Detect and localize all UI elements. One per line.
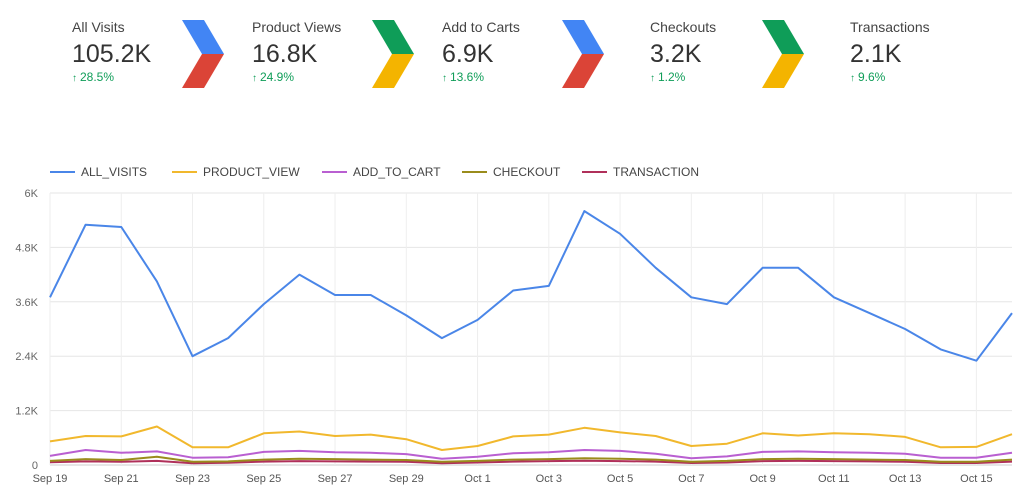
chevron-top (372, 20, 414, 54)
scorecard-delta: ↑ 24.9% (252, 70, 341, 86)
chevron-bottom (562, 54, 604, 88)
x-tick-label: Oct 5 (607, 473, 633, 485)
x-tick-label: Oct 11 (818, 473, 850, 485)
scorecard-delta: ↑ 13.6% (442, 70, 520, 86)
legend-item-product-view[interactable]: PRODUCT_VIEW (172, 165, 300, 179)
scorecard-delta: ↑ 9.6% (850, 70, 930, 86)
scorecard-delta-value: 28.5% (80, 70, 115, 84)
y-tick-label: 2.4K (15, 351, 38, 363)
scorecard-all-visits[interactable]: All Visits 105.2K ↑ 28.5% (72, 18, 151, 86)
scorecard-value: 16.8K (252, 40, 318, 68)
scorecard-checkouts[interactable]: Checkouts 3.2K ↑ 1.2% (650, 18, 716, 86)
scorecard-label: Checkouts (650, 19, 717, 35)
x-tick-label: Oct 9 (749, 473, 775, 485)
scorecard-add-to-carts[interactable]: Add to Carts 6.9K ↑ 13.6% (442, 18, 520, 86)
y-tick-label: 4.8K (15, 242, 38, 254)
y-tick-label: 3.6K (15, 297, 38, 309)
legend-item-checkout[interactable]: CHECKOUT (462, 165, 561, 179)
y-tick-label: 6K (25, 188, 39, 200)
chart-grid (49, 192, 1012, 466)
x-tick-label: Oct 13 (889, 473, 921, 485)
chart-series (49, 210, 1013, 465)
scorecard-value: 3.2K (650, 40, 702, 68)
scorecard-row: All Visits 105.2K ↑ 28.5% Product Views 1… (0, 0, 1024, 110)
series-line-all-visits[interactable] (49, 210, 1013, 362)
chevron-top (562, 20, 604, 54)
x-tick-label: Oct 3 (536, 473, 562, 485)
scorecard-value: 6.9K (442, 40, 494, 68)
scorecard-label: Product Views (252, 19, 342, 35)
up-arrow-icon: ↑ (850, 73, 855, 84)
x-tick-label: Oct 1 (464, 473, 490, 485)
scorecard-delta-value: 1.2% (658, 70, 686, 84)
scorecard-delta-value: 9.6% (858, 70, 886, 84)
legend-label: ADD_TO_CART (353, 165, 441, 179)
up-arrow-icon: ↑ (252, 73, 257, 84)
chevron-bottom (372, 54, 414, 88)
series-line-add-to-cart[interactable] (49, 449, 1013, 460)
scorecard-product-views[interactable]: Product Views 16.8K ↑ 24.9% (252, 18, 341, 86)
chevron-top (762, 20, 804, 54)
x-tick-label: Sep 27 (318, 473, 353, 485)
scorecard-label: All Visits (72, 19, 125, 35)
scorecard-delta: ↑ 28.5% (72, 70, 151, 86)
x-tick-label: Sep 23 (175, 473, 210, 485)
x-tick-label: Oct 15 (960, 473, 992, 485)
scorecard-value: 105.2K (72, 40, 152, 68)
scorecard-delta: ↑ 1.2% (650, 70, 716, 86)
funnel-chevron-icon (372, 20, 414, 88)
legend-label: PRODUCT_VIEW (203, 165, 300, 179)
scorecard-delta-value: 13.6% (450, 70, 485, 84)
up-arrow-icon: ↑ (650, 73, 655, 84)
y-tick-label: 0 (32, 460, 38, 472)
funnel-chevron-icon (182, 20, 224, 88)
scorecard-delta-value: 24.9% (260, 70, 295, 84)
scorecard-value: 2.1K (850, 40, 902, 68)
chevron-bottom (762, 54, 804, 88)
x-tick-label: Sep 25 (246, 473, 281, 485)
series-line-product-view[interactable] (49, 425, 1013, 451)
scorecard-transactions[interactable]: Transactions 2.1K ↑ 9.6% (850, 18, 930, 86)
funnel-chevron-icon (562, 20, 604, 88)
scorecard-label: Add to Carts (442, 19, 520, 35)
scorecard-label: Transactions (850, 19, 930, 35)
chevron-top (182, 20, 224, 54)
y-axis-ticks: 0 1.2K 2.4K 3.6K 4.8K 6K (15, 188, 38, 472)
x-tick-label: Sep 21 (104, 473, 139, 485)
x-tick-label: Sep 19 (33, 473, 68, 485)
legend-item-transaction[interactable]: TRANSACTION (582, 165, 699, 179)
chevron-bottom (182, 54, 224, 88)
legend-item-add-to-cart[interactable]: ADD_TO_CART (322, 165, 441, 179)
series-line-transaction[interactable] (49, 459, 1013, 465)
up-arrow-icon: ↑ (72, 73, 77, 84)
legend-label: CHECKOUT (493, 165, 561, 179)
up-arrow-icon: ↑ (442, 73, 447, 84)
x-tick-label: Sep 29 (389, 473, 424, 485)
legend-label: TRANSACTION (613, 165, 699, 179)
chart-legend[interactable]: ALL_VISITS PRODUCT_VIEW ADD_TO_CART CHECKOU… (50, 165, 699, 179)
y-tick-label: 1.2K (15, 406, 38, 418)
series-line-checkout[interactable] (49, 455, 1013, 463)
funnel-chevron-icon (762, 20, 804, 88)
x-tick-label: Oct 7 (678, 473, 704, 485)
legend-item-all-visits[interactable]: ALL_VISITS (50, 165, 147, 179)
x-axis-ticks: Sep 19 Sep 21 Sep 23 Sep 25 Sep 27 Sep 29 Oct … (33, 473, 993, 485)
legend-label: ALL_VISITS (81, 165, 147, 179)
